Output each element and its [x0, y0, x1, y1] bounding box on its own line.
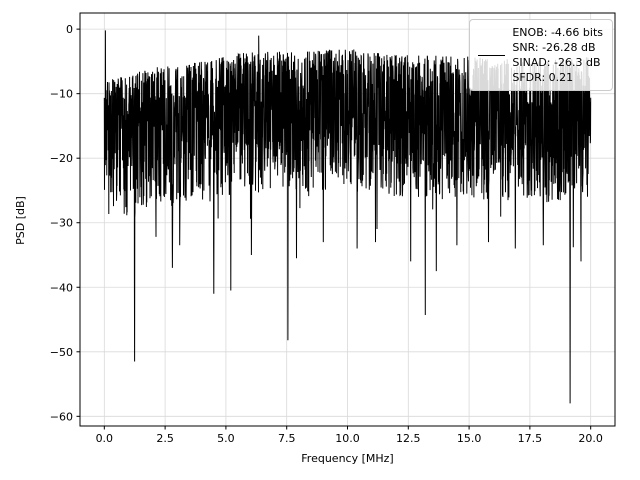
x-tick-label: 5.0 [217, 432, 235, 445]
y-axis-ticks: 0 −10 −20 −30 −40 −50 −60 [50, 23, 80, 423]
legend-entry-enob: ENOB: -4.66 bits [512, 26, 603, 39]
legend: ENOB: -4.66 bits SNR: -26.28 dB SINAD: -… [469, 19, 613, 91]
x-axis-label: Frequency [MHz] [301, 452, 394, 465]
y-tick-label: −10 [50, 88, 73, 101]
y-tick-label: −60 [50, 410, 73, 423]
legend-entry-sinad: SINAD: -26.3 dB [512, 56, 601, 69]
legend-text-block: ENOB: -4.66 bits SNR: -26.28 dB SINAD: -… [512, 25, 603, 85]
y-tick-label: −20 [50, 152, 73, 165]
legend-line-sample-icon [478, 54, 506, 56]
y-tick-label: 0 [66, 23, 73, 36]
legend-entry-sfdr: SFDR: 0.21 [512, 71, 574, 84]
x-tick-label: 20.0 [578, 432, 603, 445]
psd-trace [103, 30, 592, 404]
x-tick-label: 7.5 [278, 432, 296, 445]
legend-entry-snr: SNR: -26.28 dB [512, 41, 596, 54]
y-tick-label: −50 [50, 346, 73, 359]
y-tick-label: −40 [50, 281, 73, 294]
x-tick-label: 2.5 [156, 432, 174, 445]
y-axis-label: PSD [dB] [14, 196, 27, 245]
x-tick-label: 10.0 [335, 432, 360, 445]
x-tick-label: 0.0 [96, 432, 114, 445]
y-tick-label: −30 [50, 217, 73, 230]
x-tick-label: 17.5 [518, 432, 543, 445]
x-axis-ticks: 0.0 2.5 5.0 7.5 10.0 12.5 15.0 17.5 20.0 [96, 426, 603, 445]
x-tick-label: 12.5 [396, 432, 421, 445]
x-tick-label: 15.0 [457, 432, 482, 445]
